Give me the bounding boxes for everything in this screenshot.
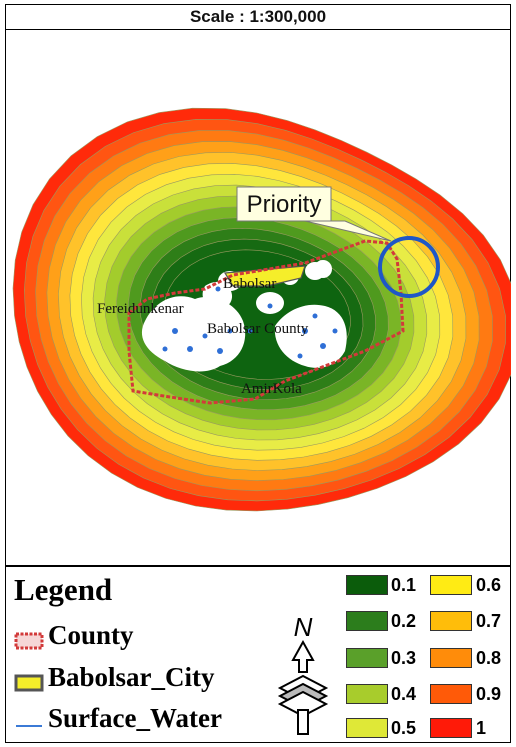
class-swatch-0-1 <box>346 575 388 595</box>
class-swatch-0-8 <box>430 648 472 668</box>
north-arrow: N <box>277 612 329 735</box>
class-swatch-0-4 <box>346 684 388 704</box>
class-label-0-8: 0.8 <box>476 648 502 668</box>
priority-callout-text: Priority <box>247 191 322 218</box>
babolsar-city-polygon <box>223 265 306 287</box>
surface-water-cores <box>162 286 338 359</box>
class-label-0-5: 0.5 <box>391 718 417 738</box>
class-swatch-0-7 <box>430 611 472 631</box>
class-label-0-4: 0.4 <box>391 684 417 704</box>
label-amirkola: AmirKola <box>241 381 302 397</box>
class-swatch-0-5 <box>346 718 388 738</box>
class-swatch-0-9 <box>430 684 472 704</box>
county-symbol <box>14 632 44 650</box>
class-label-0-9: 0.9 <box>476 684 502 704</box>
class-swatch-0-2 <box>346 611 388 631</box>
north-arrow-stem <box>297 709 309 735</box>
suitability-map: Priority Babolsar Fereidunkenar Babolsar… <box>12 107 511 512</box>
scale-label: Scale : 1:300,000 <box>5 4 511 30</box>
class-label-0-1: 0.1 <box>391 575 417 595</box>
legend-label-water: Surface_Water <box>48 703 222 733</box>
class-label-1: 1 <box>476 718 487 738</box>
class-label-0-7: 0.7 <box>476 611 502 631</box>
legend-label-city: Babolsar_City <box>48 662 215 692</box>
class-label-0-6: 0.6 <box>476 575 502 595</box>
priority-callout-box <box>236 186 332 222</box>
class-label-0-3: 0.3 <box>391 648 417 668</box>
north-arrow-head <box>291 639 315 673</box>
north-arrow-plate-3 <box>277 690 329 718</box>
county-boundary <box>127 239 405 405</box>
class-swatch-1 <box>430 718 472 738</box>
priority-circle <box>378 236 440 298</box>
label-babolsar-county: Babolsar County <box>207 321 309 337</box>
legend-title: Legend <box>14 572 113 607</box>
legend-symbols <box>14 632 44 727</box>
legend-label-county: County <box>48 620 134 650</box>
legend-divider <box>5 565 511 567</box>
city-symbol <box>14 674 44 692</box>
class-label-0-2: 0.2 <box>391 611 417 631</box>
label-fereidunkenar: Fereidunkenar <box>97 301 184 317</box>
label-babolsar: Babolsar <box>223 276 276 292</box>
north-letter: N <box>294 612 313 642</box>
class-swatch-0-3 <box>346 648 388 668</box>
class-swatch-0-6 <box>430 575 472 595</box>
